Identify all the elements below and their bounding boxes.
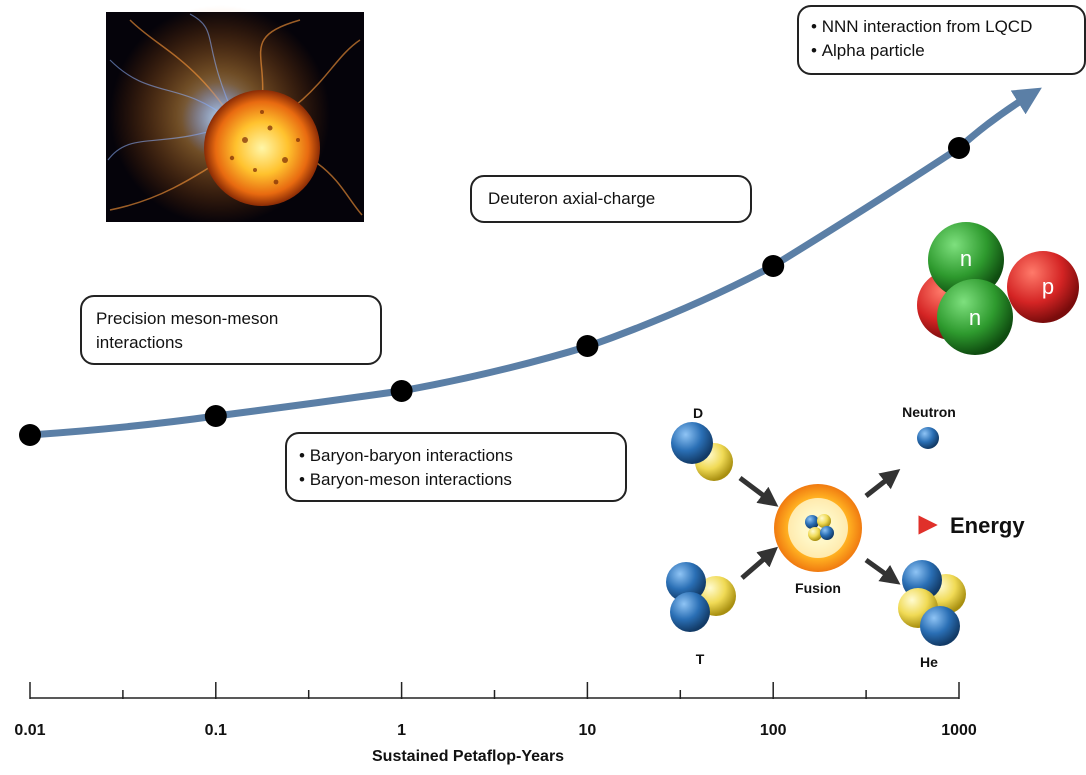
callout-baryon-interactions: Baryon-baryon interactions Baryon-meson … xyxy=(285,432,627,502)
callout-nnn-alpha: NNN interaction from LQCD Alpha particle xyxy=(797,5,1086,75)
x-axis-tick-label: 10 xyxy=(578,722,597,739)
fusion-reaction-illustration: D T Fusion Neutron xyxy=(666,404,1025,670)
tritium-nucleus xyxy=(666,562,736,632)
helium-label: He xyxy=(920,654,938,670)
x-axis-tick-label: 0.1 xyxy=(204,722,227,739)
callout-nnn-item: NNN interaction from LQCD xyxy=(811,15,1072,39)
x-axis-title: Sustained Petaflop-Years xyxy=(372,748,565,765)
curve-marker xyxy=(390,380,413,402)
energy-label: Energy xyxy=(950,513,1025,538)
nucleus-label-n1: n xyxy=(960,246,972,271)
curve-marker xyxy=(948,137,970,159)
callout-meson-meson: Precision meson-meson interactions xyxy=(80,295,382,365)
proton-sphere xyxy=(1007,251,1079,323)
callout-deuteron-axial-charge: Deuteron axial-charge xyxy=(470,175,752,223)
deuterium-nucleus xyxy=(671,422,733,481)
x-axis-tick-label: 1 xyxy=(397,722,407,739)
deuterium-label: D xyxy=(693,405,703,421)
curve-marker xyxy=(762,255,785,277)
arrow-fusion-to-neutron xyxy=(864,469,901,498)
x-axis-tick-label: 0.01 xyxy=(14,722,46,739)
nucleus-label-n2: n xyxy=(969,305,981,330)
callout-baryon-item: Baryon-baryon interactions xyxy=(299,444,613,468)
arrow-fusion-to-he xyxy=(864,557,901,585)
arrow-t-to-fusion xyxy=(740,546,779,580)
x-axis xyxy=(29,682,960,699)
nucleus-label-p: p xyxy=(1042,274,1054,299)
x-axis-ticks xyxy=(29,682,960,699)
callout-nnn-item: Alpha particle xyxy=(811,39,1072,63)
callout-baryon-item: Baryon-meson interactions xyxy=(299,468,613,492)
fused-nucleus xyxy=(805,514,834,541)
callout-deuteron-text: Deuteron axial-charge xyxy=(488,189,656,208)
curve-marker xyxy=(576,335,599,357)
curve-marker xyxy=(204,405,227,427)
fusion-label: Fusion xyxy=(795,580,841,596)
alpha-nucleus-illustration: n n p xyxy=(917,222,1079,355)
x-axis-tick-label: 100 xyxy=(759,722,787,739)
neutron-label: Neutron xyxy=(902,404,956,420)
arrow-d-to-fusion xyxy=(738,476,779,507)
helium-nucleus xyxy=(898,560,966,646)
neutron-sphere xyxy=(917,427,939,449)
callout-meson-text: Precision meson-meson interactions xyxy=(96,309,279,352)
tritium-label: T xyxy=(696,651,705,667)
star-flare-photo xyxy=(106,5,364,225)
curve-markers xyxy=(19,137,970,446)
neutron-sphere-top xyxy=(928,222,1004,298)
curve-marker xyxy=(19,424,41,446)
neutron-sphere-bottom xyxy=(937,279,1013,355)
x-axis-tick-label: 1000 xyxy=(941,722,977,739)
